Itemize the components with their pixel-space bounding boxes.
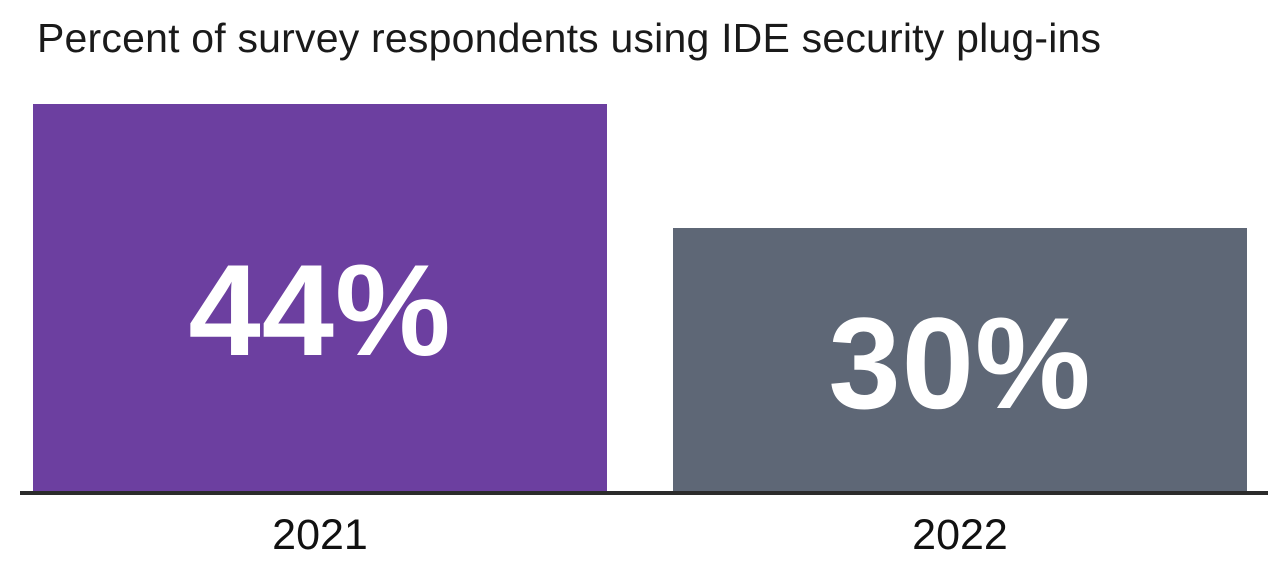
chart-title: Percent of survey respondents using IDE … [37, 15, 1102, 61]
bar-2021: 44% [33, 104, 607, 493]
bar-value-label-2021: 44% [188, 236, 452, 383]
bar-value-label-2022: 30% [828, 289, 1092, 436]
x-tick-label-2021: 2021 [272, 511, 368, 559]
x-axis-line [20, 491, 1268, 495]
x-tick-label-2022: 2022 [912, 511, 1008, 559]
bar-2022: 30% [673, 228, 1247, 493]
